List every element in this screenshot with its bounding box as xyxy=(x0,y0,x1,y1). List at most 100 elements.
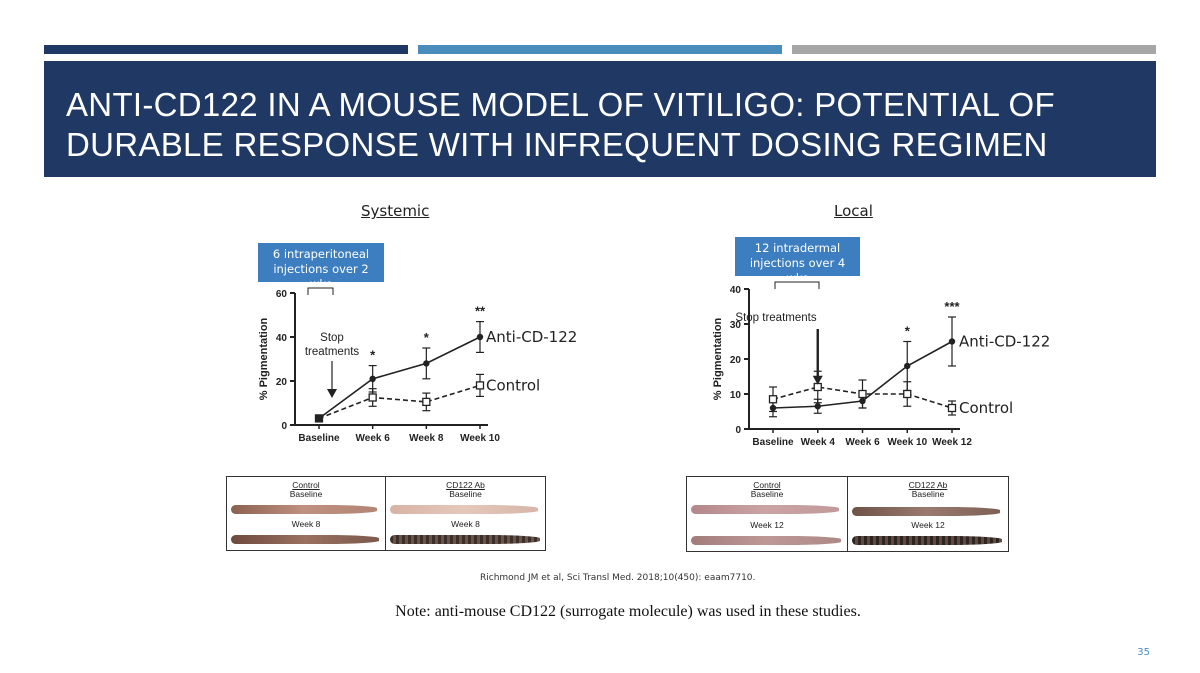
y-tick-label: 10 xyxy=(730,390,742,401)
photo-week-label: Week 8 xyxy=(451,519,480,529)
data-point xyxy=(903,389,912,399)
series-label: Control xyxy=(959,399,1013,417)
photo-week-label: Week 12 xyxy=(911,520,945,530)
tail-image xyxy=(852,507,1000,516)
systemic-tail-photos: Control Baseline Week 8 CD122 Ab Baselin… xyxy=(226,476,546,551)
data-point xyxy=(858,389,867,399)
photo-heading: CD122 Ab Baseline xyxy=(848,481,1008,499)
significance-marker: * xyxy=(370,348,376,363)
footnote: Note: anti-mouse CD122 (surrogate molecu… xyxy=(395,603,861,620)
photo-timepoint-label: Baseline xyxy=(750,489,784,499)
y-axis-label: % Pigmentation xyxy=(258,317,270,400)
title-band: ANTI-CD122 IN A MOUSE MODEL OF VITILIGO:… xyxy=(44,61,1156,177)
x-tick-label: Baseline xyxy=(298,433,340,444)
local-chart: 0 10 20 30 40 % Pigmentation Baseline Week 4 Wee… xyxy=(704,277,1074,447)
photo-heading: CD122 Ab Baseline xyxy=(386,481,545,499)
significance-marker: * xyxy=(905,324,911,339)
significance-marker: *** xyxy=(944,299,960,314)
photo-week-label: Week 8 xyxy=(291,519,321,529)
photo-heading: Control Baseline xyxy=(227,481,385,499)
tail-image xyxy=(231,505,377,514)
local-chart-svg: 0 10 20 30 40 % Pigmentation Baseline Week 4 Wee… xyxy=(712,281,1050,447)
data-point xyxy=(368,393,377,402)
photo-week-label: Week 12 xyxy=(750,520,784,530)
systemic-cd122-column: CD122 Ab Baseline Week 8 xyxy=(386,477,545,550)
data-point xyxy=(314,414,324,423)
data-point xyxy=(948,338,956,345)
photo-group-label: Control xyxy=(292,480,320,490)
x-tick-label: Week 4 xyxy=(801,437,836,447)
local-callout: 12 intradermal injections over 4 wks xyxy=(735,237,860,285)
systemic-chart-svg: 0 20 40 60 % Pigmentation Baseline Week 6 Week … xyxy=(258,287,577,444)
accent-bar-gray xyxy=(792,45,1156,54)
series-line xyxy=(318,336,481,420)
y-tick-label: 30 xyxy=(730,320,742,331)
tail-image xyxy=(852,536,1002,545)
data-point xyxy=(814,403,821,410)
series-label: Anti-CD-122 xyxy=(486,328,577,346)
slide-title: ANTI-CD122 IN A MOUSE MODEL OF VITILIGO:… xyxy=(66,86,1055,163)
tail-image xyxy=(390,535,540,544)
y-axis-label: % Pigmentation xyxy=(712,317,724,400)
y-tick-label: 0 xyxy=(281,421,287,432)
x-tick-label: Week 6 xyxy=(356,433,391,444)
tail-image xyxy=(231,535,379,544)
data-point xyxy=(475,381,485,390)
stop-treatments-label: Stop xyxy=(320,332,344,344)
y-tick-label: 20 xyxy=(276,377,288,388)
local-callout-line1: 12 intradermal xyxy=(754,241,841,255)
x-tick-label: Week 10 xyxy=(887,437,927,447)
citation: Richmond JM et al, Sci Transl Med. 2018;… xyxy=(480,573,756,583)
systemic-callout: 6 intraperitoneal injections over 2 wks xyxy=(258,243,384,291)
photo-timepoint-label: Baseline xyxy=(449,489,482,499)
x-tick-label: Baseline xyxy=(752,437,794,447)
accent-bar-navy xyxy=(44,45,408,54)
significance-marker: ** xyxy=(475,304,486,319)
x-tick-label: Week 6 xyxy=(845,437,880,447)
local-cd122-column: CD122 Ab Baseline Week 12 xyxy=(848,477,1008,551)
data-point xyxy=(422,397,431,407)
y-tick-label: 60 xyxy=(276,289,288,300)
series-label: Control xyxy=(486,376,540,394)
tail-image xyxy=(691,505,839,514)
data-point xyxy=(369,375,376,382)
y-tick-label: 0 xyxy=(735,425,741,436)
page-number: 35 xyxy=(1137,647,1150,658)
x-tick-label: Week 10 xyxy=(460,433,500,444)
systemic-chart: 0 20 40 60 % Pigmentation Baseline Week 6 Week … xyxy=(250,283,600,453)
tail-image xyxy=(390,505,538,514)
systemic-callout-line1: 6 intraperitoneal xyxy=(272,247,370,261)
data-point xyxy=(423,360,430,367)
photo-timepoint-label: Baseline xyxy=(289,489,323,499)
x-tick-label: Week 12 xyxy=(932,437,972,447)
data-point xyxy=(768,395,778,404)
local-heading: Local xyxy=(834,202,873,220)
photo-group-label: CD122 Ab xyxy=(908,480,948,490)
photo-heading: Control Baseline xyxy=(687,481,847,499)
local-tail-photos: Control Baseline Week 12 CD122 Ab Baseli… xyxy=(686,476,1009,552)
systemic-heading: Systemic xyxy=(361,202,430,220)
y-tick-label: 40 xyxy=(276,333,288,344)
tail-image xyxy=(691,536,841,545)
series-line xyxy=(318,384,481,420)
stop-arrow-head xyxy=(812,375,823,385)
photo-timepoint-label: Baseline xyxy=(911,489,945,499)
photo-group-label: Control xyxy=(753,480,781,490)
x-tick-label: Week 8 xyxy=(409,433,444,444)
y-tick-label: 40 xyxy=(730,285,742,296)
dosing-bracket xyxy=(774,281,820,289)
local-control-column: Control Baseline Week 12 xyxy=(687,477,848,551)
data-point xyxy=(947,403,957,413)
data-point xyxy=(476,333,484,341)
stop-arrow-head xyxy=(327,389,337,398)
systemic-control-column: Control Baseline Week 8 xyxy=(227,477,386,550)
accent-bar-blue xyxy=(418,45,782,54)
significance-marker: * xyxy=(424,330,430,345)
dosing-bracket xyxy=(307,287,334,295)
stop-treatments-label: Stop treatments xyxy=(735,312,816,324)
series-label: Anti-CD-122 xyxy=(959,333,1050,351)
data-point xyxy=(904,362,911,370)
stop-treatments-label: treatments xyxy=(305,346,360,358)
y-tick-label: 20 xyxy=(730,355,742,366)
photo-group-label: CD122 Ab xyxy=(446,480,485,490)
